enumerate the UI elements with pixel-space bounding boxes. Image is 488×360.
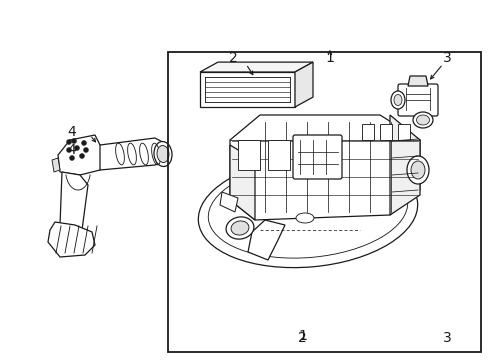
- Polygon shape: [200, 62, 312, 72]
- Bar: [379, 124, 391, 140]
- Ellipse shape: [231, 221, 248, 235]
- Ellipse shape: [390, 91, 404, 109]
- Polygon shape: [200, 72, 294, 107]
- Text: 3: 3: [442, 331, 450, 345]
- Ellipse shape: [406, 156, 428, 184]
- Polygon shape: [294, 62, 312, 107]
- Circle shape: [66, 140, 71, 144]
- Ellipse shape: [154, 141, 172, 166]
- Ellipse shape: [412, 112, 432, 128]
- Polygon shape: [407, 76, 427, 86]
- Ellipse shape: [157, 145, 169, 162]
- Polygon shape: [389, 115, 419, 215]
- Circle shape: [71, 139, 76, 144]
- Polygon shape: [95, 138, 168, 170]
- Polygon shape: [58, 135, 100, 175]
- FancyBboxPatch shape: [292, 135, 341, 179]
- Text: 1: 1: [298, 329, 307, 343]
- Bar: [168, 52, 480, 352]
- Ellipse shape: [393, 95, 401, 105]
- Text: 3: 3: [442, 51, 450, 65]
- FancyBboxPatch shape: [397, 84, 437, 116]
- Circle shape: [74, 145, 80, 150]
- Text: 4: 4: [67, 125, 76, 139]
- Text: 2: 2: [297, 331, 306, 345]
- Polygon shape: [247, 220, 285, 260]
- Bar: [361, 124, 373, 140]
- Polygon shape: [220, 192, 238, 212]
- Circle shape: [83, 148, 88, 153]
- Bar: [267, 140, 289, 170]
- Ellipse shape: [225, 217, 253, 239]
- Text: 4: 4: [67, 143, 76, 157]
- Circle shape: [80, 153, 84, 158]
- Bar: [238, 140, 260, 170]
- Polygon shape: [52, 158, 60, 172]
- Polygon shape: [60, 172, 88, 245]
- Ellipse shape: [198, 156, 417, 267]
- Circle shape: [69, 156, 74, 161]
- Text: 1: 1: [325, 51, 334, 65]
- Polygon shape: [48, 222, 95, 257]
- Ellipse shape: [295, 213, 313, 223]
- Polygon shape: [229, 115, 419, 220]
- Text: 2: 2: [228, 51, 237, 65]
- Circle shape: [81, 140, 86, 145]
- Bar: [397, 124, 409, 140]
- Ellipse shape: [410, 161, 424, 179]
- Circle shape: [66, 148, 71, 153]
- Ellipse shape: [416, 115, 428, 125]
- Polygon shape: [229, 145, 254, 220]
